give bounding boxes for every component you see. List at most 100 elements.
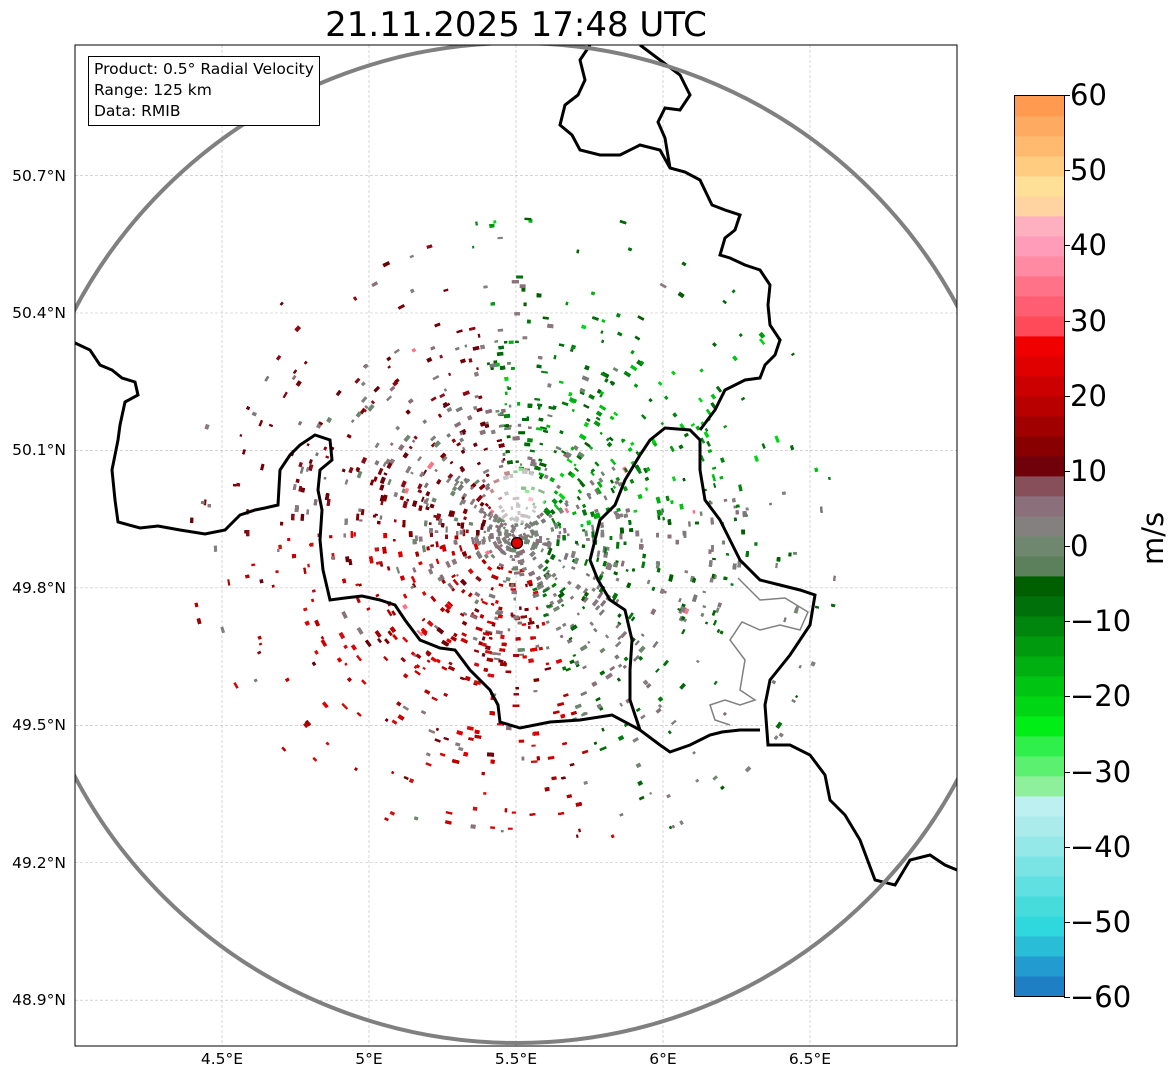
velocity-echo-pixel [563, 693, 569, 698]
velocity-echo-pixel [630, 364, 638, 371]
velocity-echo-pixel [473, 537, 478, 544]
velocity-echo-pixel [605, 562, 612, 570]
velocity-echo-pixel [456, 730, 464, 736]
velocity-echo-pixel [476, 494, 483, 503]
velocity-echo-pixel [615, 541, 620, 549]
velocity-echo-pixel [623, 541, 627, 545]
velocity-echo-pixel [258, 642, 263, 646]
velocity-echo-pixel [419, 471, 425, 478]
velocity-echo-pixel [562, 535, 566, 541]
velocity-echo-pixel [503, 522, 508, 526]
velocity-echo-pixel [600, 471, 605, 477]
velocity-echo-pixel [353, 532, 356, 537]
velocity-echo-pixel [350, 419, 355, 424]
velocity-echo-pixel [430, 346, 436, 351]
velocity-echo-pixel [515, 460, 519, 463]
velocity-echo-pixel [454, 421, 462, 428]
velocity-echo-pixel [623, 371, 631, 378]
velocity-echo-pixel [489, 532, 495, 540]
velocity-echo-pixel [621, 438, 625, 442]
velocity-echo-pixel [775, 562, 778, 569]
colorbar-tick-mark [1064, 546, 1070, 547]
lat-tick-label: 50.1°N [12, 441, 66, 460]
velocity-echo-pixel [663, 395, 669, 401]
velocity-echo-pixel [553, 450, 557, 454]
velocity-echo-pixel [551, 498, 558, 505]
velocity-echo-pixel [393, 348, 400, 354]
velocity-echo-pixel [474, 371, 479, 377]
velocity-echo-pixel [630, 616, 636, 622]
velocity-echo-pixel [505, 545, 512, 550]
velocity-echo-pixel [671, 719, 677, 725]
velocity-echo-pixel [608, 436, 614, 442]
colorbar-tick-mark [1064, 470, 1070, 472]
velocity-echo-pixel [627, 447, 633, 453]
velocity-echo-pixel [490, 826, 496, 829]
velocity-echo-pixel [529, 813, 536, 816]
velocity-echo-pixel [593, 741, 598, 745]
velocity-echo-pixel [774, 435, 780, 443]
velocity-echo-pixel [712, 466, 717, 470]
velocity-echo-pixel [553, 490, 559, 495]
velocity-echo-pixel [480, 598, 484, 602]
velocity-echo-pixel [656, 567, 661, 573]
velocity-echo-pixel [571, 408, 575, 413]
velocity-echo-pixel [398, 444, 405, 451]
velocity-echo-pixel [511, 590, 517, 595]
velocity-echo-pixel [641, 561, 646, 569]
velocity-echo-pixel [635, 530, 640, 537]
velocity-echo-pixel [589, 446, 594, 450]
velocity-echo-pixel [527, 403, 533, 408]
velocity-echo-pixel [503, 340, 508, 344]
velocity-echo-pixel [548, 406, 556, 410]
velocity-echo-pixel [581, 606, 586, 610]
velocity-echo-pixel [502, 526, 506, 530]
velocity-echo-pixel [436, 479, 442, 485]
velocity-echo-pixel [521, 623, 527, 626]
velocity-echo-pixel [194, 602, 199, 608]
velocity-echo-pixel [496, 351, 504, 357]
velocity-echo-pixel [403, 775, 409, 781]
velocity-echo-pixel [547, 414, 553, 418]
colorbar-band [1015, 596, 1064, 617]
velocity-echo-pixel [487, 535, 491, 542]
velocity-echo-pixel [515, 687, 519, 690]
velocity-echo-pixel [399, 495, 405, 501]
velocity-echo-pixel [753, 455, 759, 463]
velocity-echo-pixel [236, 482, 241, 487]
velocity-echo-pixel [573, 557, 579, 565]
velocity-echo-pixel [325, 455, 330, 459]
velocity-echo-pixel [560, 603, 565, 607]
velocity-echo-pixel [336, 657, 342, 663]
velocity-echo-pixel [412, 500, 418, 507]
velocity-echo-pixel [393, 538, 396, 542]
velocity-echo-pixel [599, 393, 603, 398]
velocity-echo-pixel [489, 223, 495, 228]
velocity-echo-pixel [744, 765, 752, 773]
velocity-echo-pixel [525, 539, 530, 545]
velocity-echo-pixel [497, 539, 502, 545]
velocity-echo-pixel [612, 367, 619, 373]
velocity-echo-pixel [791, 699, 796, 703]
velocity-echo-pixel [303, 360, 308, 365]
velocity-echo-pixel [430, 656, 438, 663]
velocity-echo-pixel [528, 570, 536, 577]
colorbar-band [1015, 696, 1064, 717]
velocity-echo-pixel [539, 474, 544, 480]
velocity-echo-pixel [690, 422, 696, 427]
velocity-echo-pixel [430, 396, 437, 402]
velocity-echo-pixel [341, 578, 347, 584]
velocity-echo-pixel [611, 466, 616, 472]
velocity-echo-pixel [517, 621, 522, 625]
velocity-echo-pixel [428, 522, 432, 526]
velocity-echo-pixel [473, 649, 480, 653]
velocity-echo-pixel [400, 656, 407, 663]
velocity-echo-pixel [370, 400, 376, 405]
velocity-echo-pixel [542, 429, 549, 433]
velocity-echo-pixel [510, 583, 514, 588]
velocity-echo-pixel [453, 632, 458, 638]
velocity-echo-pixel [622, 664, 627, 669]
velocity-echo-pixel [558, 499, 564, 504]
velocity-echo-pixel [543, 509, 550, 517]
